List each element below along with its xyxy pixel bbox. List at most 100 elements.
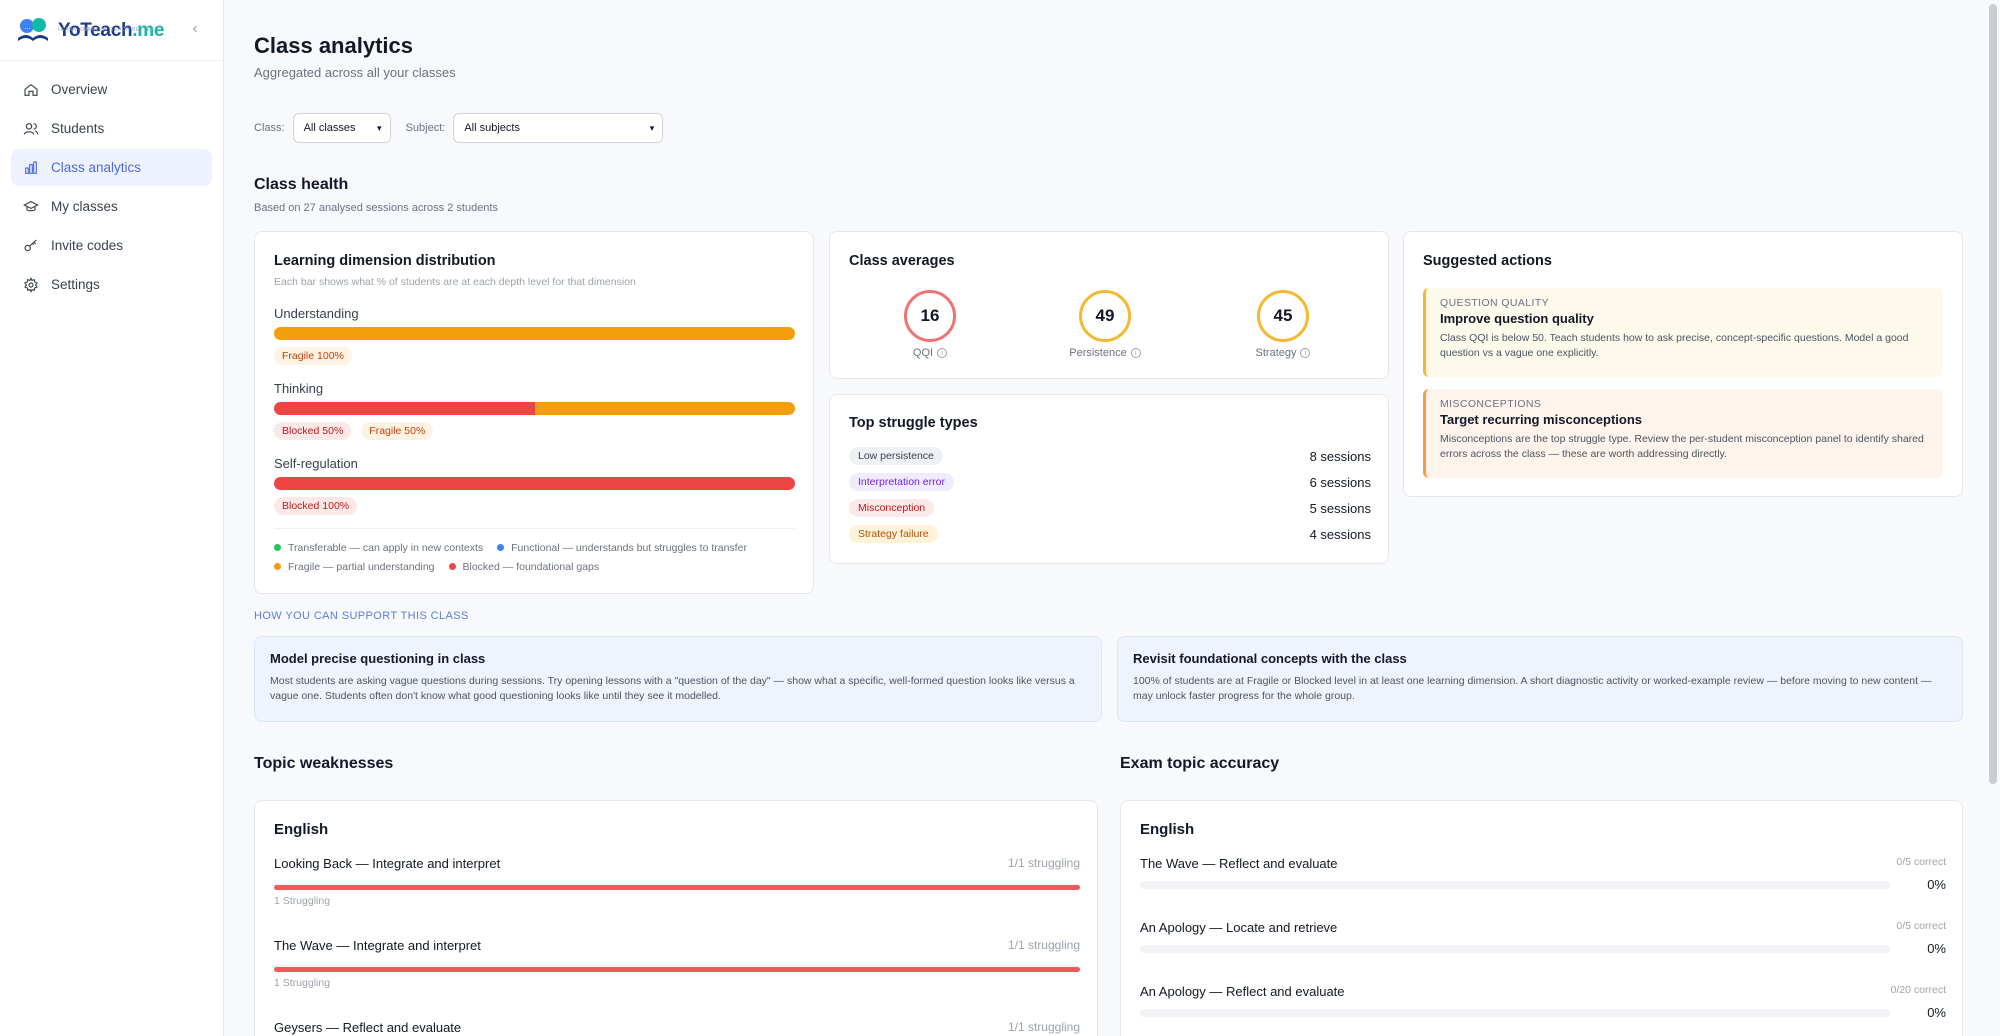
sidebar-item-class-analytics[interactable]: Class analytics <box>11 149 212 186</box>
action-kicker: QUESTION QUALITY <box>1440 297 1550 309</box>
dimension-bar <box>274 327 795 340</box>
legend-divider <box>274 528 795 529</box>
dimension-label: Understanding <box>274 306 359 321</box>
exam-bar-row: 0% <box>1140 1005 1946 1020</box>
info-icon[interactable]: i <box>937 348 948 358</box>
home-icon <box>23 82 39 98</box>
legend-row: Transferable — can apply in new contexts… <box>274 542 747 554</box>
sidebar-item-label: Class analytics <box>51 160 142 175</box>
subject-filter-label: Subject: <box>405 122 446 134</box>
sidebar-item-label: Settings <box>51 277 100 292</box>
dimension-chips: Fragile 100% <box>274 347 352 365</box>
collapse-sidebar-icon[interactable]: ‹ <box>192 20 198 37</box>
card-title: Top struggle types <box>849 415 978 431</box>
page-subtitle: Aggregated across all your classes <box>254 65 456 80</box>
class-health-subtitle: Based on 27 analysed sessions across 2 s… <box>254 202 498 214</box>
exam-track <box>1140 880 1890 889</box>
topic-row: The Wave — Integrate and interpret 1/1 st… <box>274 938 1080 953</box>
topic-status: 1 Struggling <box>274 895 331 907</box>
support-card-questioning: Model precise questioning in class Most … <box>254 636 1102 722</box>
class-select-value: All classes <box>303 122 356 134</box>
exam-row: The Wave — Reflect and evaluate 0/5 corre… <box>1140 856 1946 871</box>
svg-text:…: … <box>24 24 31 31</box>
class-averages-card: Class averages 16 QQI i 49 Persistence i 4… <box>829 231 1389 379</box>
sidebar-item-settings[interactable]: Settings <box>11 266 212 303</box>
topic-track <box>274 883 1080 890</box>
struggle-row: Low persistence 8 sessions <box>849 447 1371 465</box>
topic-track <box>274 965 1080 972</box>
sidebar-nav: Overview Students Class analytics My cla… <box>11 71 212 305</box>
sidebar-item-students[interactable]: Students <box>11 110 212 147</box>
topic-ratio: 1/1 struggling <box>1007 856 1080 870</box>
chevron-down-icon: ▾ <box>377 122 382 133</box>
topic-name: Looking Back — Integrate and interpret <box>274 856 501 871</box>
action-heading: Target recurring misconceptions <box>1440 412 1643 427</box>
scrollbar-thumb[interactable] <box>1989 4 1997 784</box>
action-heading: Improve question quality <box>1440 311 1594 326</box>
page-scrollbar[interactable] <box>1988 0 1998 1036</box>
exam-item: An Apology — Reflect and evaluate 0/20 co… <box>1140 984 1946 1020</box>
exam-correct: 0/5 correct <box>1896 856 1946 868</box>
sidebar: … YoTeach.me LEARN SMARTER, TEACH BETTER… <box>0 0 224 1036</box>
topic-status: 1 Struggling <box>274 977 331 989</box>
legend-item: Fragile — partial understanding <box>274 561 435 573</box>
subject-select[interactable]: All subjects ▾ <box>453 113 664 143</box>
legend-item: Blocked — foundational gaps <box>448 561 599 573</box>
card-title: Suggested actions <box>1423 253 1552 269</box>
topic-item: Looking Back — Integrate and interpret 1/… <box>274 856 1080 907</box>
topic-item: The Wave — Integrate and interpret 1/1 st… <box>274 938 1080 989</box>
sidebar-item-overview[interactable]: Overview <box>11 71 212 108</box>
sidebar-item-invite-codes[interactable]: Invite codes <box>11 227 212 264</box>
struggle-tag: Strategy failure <box>849 525 938 543</box>
exam-topic-name: An Apology — Locate and retrieve <box>1140 920 1338 935</box>
struggle-types-card: Top struggle types Low persistence 8 ses… <box>829 394 1389 564</box>
card-subtitle: Each bar shows what % of students are at… <box>274 276 636 288</box>
class-filter-label: Class: <box>254 122 285 134</box>
info-icon[interactable]: i <box>1130 348 1141 358</box>
subject-heading: English <box>1140 821 1195 838</box>
card-title: Class averages <box>849 253 955 269</box>
struggle-count: 4 sessions <box>1309 526 1371 542</box>
class-select[interactable]: All classes ▾ <box>292 113 391 143</box>
exam-row: An Apology — Locate and retrieve 0/5 corr… <box>1140 920 1946 935</box>
sidebar-divider <box>0 60 224 61</box>
topic-fill <box>274 967 1080 972</box>
brand-tagline: LEARN SMARTER, TEACH BETTER <box>58 27 155 33</box>
exam-row: An Apology — Reflect and evaluate 0/20 co… <box>1140 984 1946 999</box>
topic-name: Geysers — Reflect and evaluate <box>274 1020 462 1035</box>
chevron-down-icon: ▾ <box>649 122 655 133</box>
subject-select-value: All subjects <box>464 122 520 134</box>
legend-row: Fragile — partial understanding Blocked … <box>274 561 599 573</box>
persistence-metric: 49 Persistence i <box>1045 290 1165 359</box>
legend-item: Functional — understands but struggles t… <box>497 542 747 554</box>
sidebar-item-label: My classes <box>51 199 118 214</box>
level-chip: Fragile 100% <box>274 347 352 365</box>
legend-dot <box>448 563 456 570</box>
metric-label: Strategy i <box>1223 347 1343 359</box>
exam-track <box>1140 944 1890 953</box>
key-icon <box>23 238 39 254</box>
struggle-tag: Low persistence <box>849 447 943 465</box>
exam-item: The Wave — Reflect and evaluate 0/5 corre… <box>1140 856 1946 892</box>
info-icon[interactable]: i <box>1300 348 1311 358</box>
metric-label: QQI i <box>870 347 990 359</box>
bar-chart-icon <box>23 160 39 176</box>
gear-icon <box>23 276 39 293</box>
level-chip: Blocked 100% <box>274 497 358 515</box>
brand-logo[interactable]: … YoTeach.me <box>14 14 164 48</box>
struggle-tag: Interpretation error <box>849 473 954 491</box>
legend-dot <box>274 563 281 570</box>
struggle-row: Misconception 5 sessions <box>849 499 1371 517</box>
filter-bar: Class: All classes ▾ Subject: All subjec… <box>254 113 664 143</box>
topic-row: Geysers — Reflect and evaluate 1/1 strugg… <box>274 1020 1080 1035</box>
dimension-bar <box>274 477 795 490</box>
dimension-label: Thinking <box>274 381 324 396</box>
exam-bar-row: 0% <box>1140 877 1946 892</box>
exam-bar-row: 0% <box>1140 941 1946 956</box>
sidebar-item-my-classes[interactable]: My classes <box>11 188 212 225</box>
struggle-count: 8 sessions <box>1309 448 1371 464</box>
qqi-ring: 16 <box>904 290 956 342</box>
suggested-actions-card: Suggested actions QUESTION QUALITY Impro… <box>1403 231 1963 497</box>
support-heading: Model precise questioning in class <box>270 651 486 666</box>
exam-track <box>1140 1008 1890 1017</box>
